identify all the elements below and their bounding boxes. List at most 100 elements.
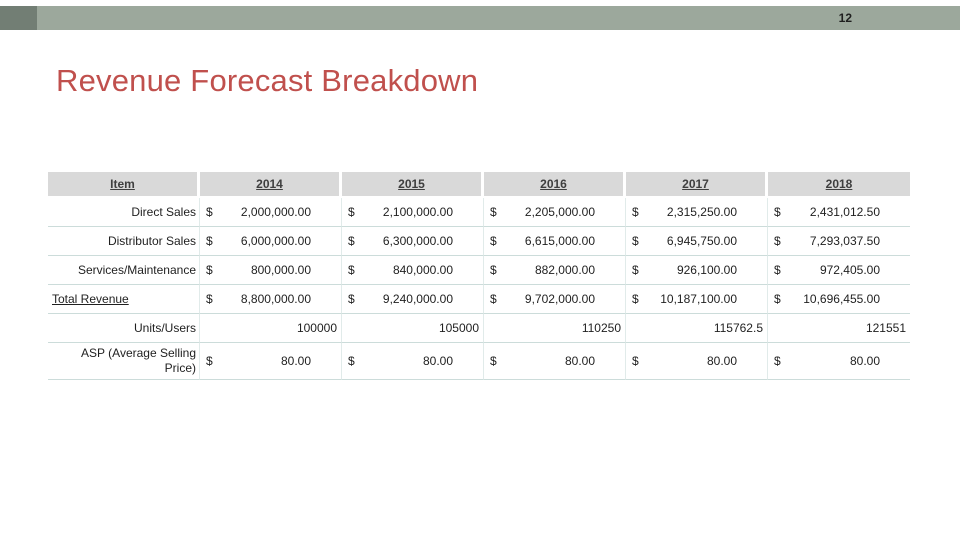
cell-value: 9,702,000.00 (524, 292, 595, 306)
row-label: Units/Users (48, 314, 200, 343)
top-bar: 12 (0, 6, 960, 30)
currency-symbol: $ (206, 292, 213, 306)
table-cell: $9,240,000.00 (342, 285, 484, 314)
currency-symbol: $ (632, 263, 639, 277)
cell-value: 100000 (296, 321, 337, 335)
cell-value: 105000 (438, 321, 479, 335)
table-cell: $7,293,037.50 (768, 227, 910, 256)
table-cell: $8,800,000.00 (200, 285, 342, 314)
cell-value: 6,615,000.00 (524, 234, 595, 248)
table-cell: $10,696,455.00 (768, 285, 910, 314)
cell-value: 2,315,250.00 (666, 205, 737, 219)
table-cell: $6,300,000.00 (342, 227, 484, 256)
revenue-table: Item 2014 2015 2016 2017 2018 Direct Sal… (48, 172, 910, 380)
cell-value: 840,000.00 (392, 263, 453, 277)
currency-symbol: $ (206, 354, 213, 368)
currency-symbol: $ (348, 292, 355, 306)
row-label: Services/Maintenance (48, 256, 200, 285)
table-cell: 105000 (342, 314, 484, 343)
table-cell: $6,615,000.00 (484, 227, 626, 256)
table-cell: $800,000.00 (200, 256, 342, 285)
table-row-services-maintenance: Services/Maintenance $800,000.00 $840,00… (48, 256, 910, 285)
table-cell: $2,431,012.50 (768, 198, 910, 227)
cell-value: 10,187,100.00 (660, 292, 737, 306)
table-row-asp: ASP (Average Selling Price) $80.00 $80.0… (48, 343, 910, 380)
cell-value: 926,100.00 (676, 263, 737, 277)
currency-symbol: $ (490, 292, 497, 306)
currency-symbol: $ (774, 354, 781, 368)
table-cell: $2,000,000.00 (200, 198, 342, 227)
table-cell: 121551 (768, 314, 910, 343)
table-cell: $80.00 (768, 343, 910, 380)
table-row-direct-sales: Direct Sales $2,000,000.00 $2,100,000.00… (48, 198, 910, 227)
col-header-2017: 2017 (626, 172, 768, 198)
cell-value: 80.00 (422, 354, 453, 368)
cell-value: 2,205,000.00 (524, 205, 595, 219)
table-cell: 115762.5 (626, 314, 768, 343)
currency-symbol: $ (206, 205, 213, 219)
table-row-units-users: Units/Users 100000 105000 110250 115762.… (48, 314, 910, 343)
currency-symbol: $ (632, 354, 639, 368)
col-header-2018: 2018 (768, 172, 910, 198)
cell-value: 6,000,000.00 (240, 234, 311, 248)
table-cell: $2,205,000.00 (484, 198, 626, 227)
currency-symbol: $ (348, 205, 355, 219)
cell-value: 8,800,000.00 (240, 292, 311, 306)
currency-symbol: $ (632, 205, 639, 219)
currency-symbol: $ (632, 292, 639, 306)
row-label: Distributor Sales (48, 227, 200, 256)
row-label: Direct Sales (48, 198, 200, 227)
currency-symbol: $ (348, 354, 355, 368)
cell-value: 2,100,000.00 (382, 205, 453, 219)
cell-value: 80.00 (706, 354, 737, 368)
slide-title: Revenue Forecast Breakdown (56, 63, 479, 98)
currency-symbol: $ (774, 263, 781, 277)
cell-value: 2,431,012.50 (809, 205, 880, 219)
currency-symbol: $ (774, 234, 781, 248)
cell-value: 9,240,000.00 (382, 292, 453, 306)
table-cell: $2,100,000.00 (342, 198, 484, 227)
table-cell: $972,405.00 (768, 256, 910, 285)
currency-symbol: $ (632, 234, 639, 248)
currency-symbol: $ (774, 205, 781, 219)
table-cell: $840,000.00 (342, 256, 484, 285)
currency-symbol: $ (774, 292, 781, 306)
currency-symbol: $ (490, 354, 497, 368)
cell-value: 6,300,000.00 (382, 234, 453, 248)
table-row-distributor-sales: Distributor Sales $6,000,000.00 $6,300,0… (48, 227, 910, 256)
cell-value: 972,405.00 (819, 263, 880, 277)
table-cell: $882,000.00 (484, 256, 626, 285)
page-number: 12 (838, 11, 852, 25)
top-bar-accent-block (0, 6, 37, 30)
table-row-total-revenue: Total Revenue $8,800,000.00 $9,240,000.0… (48, 285, 910, 314)
table-cell: $2,315,250.00 (626, 198, 768, 227)
currency-symbol: $ (490, 234, 497, 248)
col-header-2015: 2015 (342, 172, 484, 198)
cell-value: 110250 (581, 321, 621, 335)
table-cell: $926,100.00 (626, 256, 768, 285)
currency-symbol: $ (348, 234, 355, 248)
table-cell: $80.00 (342, 343, 484, 380)
cell-value: 80.00 (280, 354, 311, 368)
table-cell: 100000 (200, 314, 342, 343)
table-cell: $9,702,000.00 (484, 285, 626, 314)
cell-value: 882,000.00 (534, 263, 595, 277)
cell-value: 115762.5 (713, 321, 763, 335)
currency-symbol: $ (490, 263, 497, 277)
row-label: Total Revenue (48, 285, 200, 314)
table-cell: $80.00 (626, 343, 768, 380)
row-label: ASP (Average Selling Price) (48, 343, 200, 380)
col-header-2014: 2014 (200, 172, 342, 198)
cell-value: 121551 (865, 321, 906, 335)
cell-value: 800,000.00 (250, 263, 311, 277)
currency-symbol: $ (206, 234, 213, 248)
cell-value: 80.00 (564, 354, 595, 368)
table-cell: $6,000,000.00 (200, 227, 342, 256)
cell-value: 2,000,000.00 (240, 205, 311, 219)
col-header-item: Item (48, 172, 200, 198)
table-cell: $10,187,100.00 (626, 285, 768, 314)
cell-value: 6,945,750.00 (666, 234, 737, 248)
col-header-2016: 2016 (484, 172, 626, 198)
currency-symbol: $ (490, 205, 497, 219)
cell-value: 10,696,455.00 (803, 292, 880, 306)
